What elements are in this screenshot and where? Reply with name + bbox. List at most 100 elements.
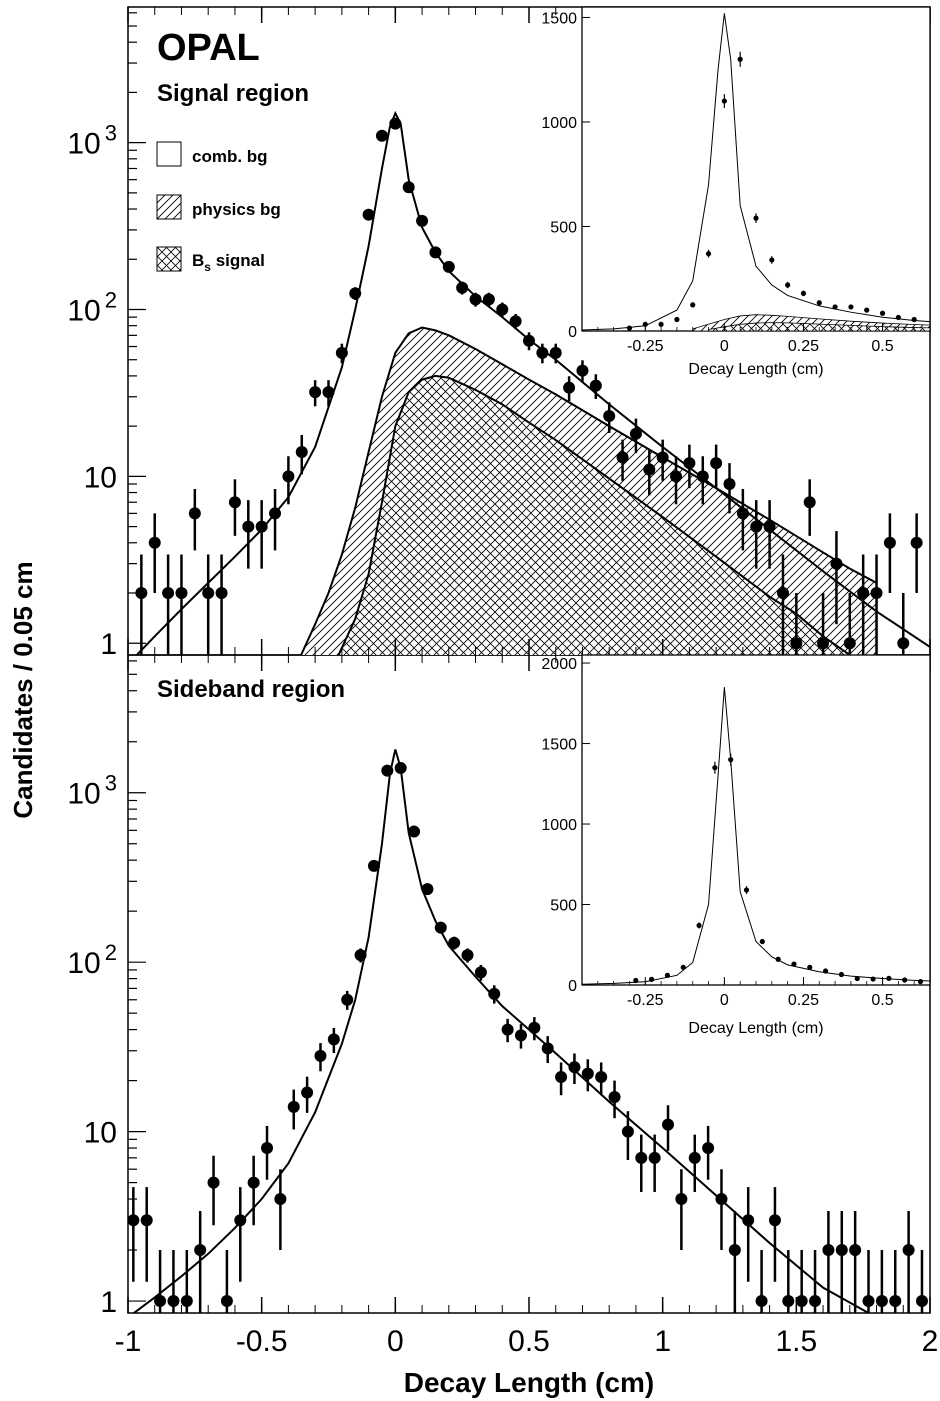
signal-inset-data-point (864, 307, 870, 313)
signal-data-point (255, 520, 268, 533)
inset-x-tick-label: 0.5 (871, 992, 893, 1009)
signal-data-point (683, 457, 696, 470)
sideband-data-point (568, 1061, 581, 1074)
sideband-data-point (514, 1029, 527, 1042)
sideband-data-point (688, 1151, 701, 1164)
sideband-data-point (862, 1295, 875, 1308)
signal-data-point (389, 117, 402, 130)
signal-inset-data-point (721, 98, 727, 104)
legend-label-comb: comb. bg (192, 147, 268, 166)
signal-data-point (830, 557, 843, 570)
sideband-inset-data-point (633, 977, 639, 984)
x-tick-label: 1 (654, 1325, 671, 1358)
signal-data-point (910, 536, 923, 549)
signal-data-point (269, 507, 282, 520)
signal-data-point (549, 346, 562, 359)
signal-inset-data-point (879, 310, 886, 316)
signal-inset-data-point (800, 290, 807, 296)
signal-region-title: Signal region (157, 80, 309, 107)
signal-data-point (870, 586, 883, 599)
y-tick-label: 10 2 (67, 288, 117, 328)
sideband-data-point (434, 921, 447, 934)
signal-data-point (416, 214, 429, 227)
signal-data-point (509, 315, 522, 328)
legend-label-bs: Bs signal (192, 251, 265, 274)
sideband-data-point (795, 1295, 808, 1308)
inset-x-axis-label: Decay Length (cm) (688, 1020, 823, 1037)
sideband-inset-data-point (902, 977, 908, 983)
signal-inset-data-point (895, 314, 901, 321)
inset-y-tick-label: 1000 (541, 115, 577, 132)
sideband-inset-data-point (838, 971, 845, 978)
signal-data-point (442, 260, 455, 273)
signal-data-point (536, 346, 549, 359)
inset-y-tick-label: 500 (550, 898, 577, 915)
signal-panel: 1 10 10 2 10 3 -0.25 0 0.25 0.5 0 500 1000 1500 Decay … (67, 6, 931, 661)
x-tick-label: 1.5 (775, 1325, 817, 1358)
signal-data-point (188, 507, 201, 520)
signal-data-point (148, 536, 161, 549)
signal-data-point (576, 364, 589, 377)
sideband-data-point (835, 1244, 848, 1257)
signal-data-point (402, 181, 415, 194)
signal-data-point (736, 507, 749, 520)
inset-y-tick-label: 1500 (541, 10, 577, 27)
inset-x-axis-label: Decay Length (cm) (688, 361, 823, 378)
sideband-data-point (274, 1193, 287, 1206)
sideband-data-point (768, 1214, 781, 1227)
sideband-data-point (621, 1125, 634, 1138)
sideband-inset-data-point (823, 968, 829, 974)
legend-label-physics: physics bg (192, 200, 281, 219)
sideband-region-title: Sideband region (157, 676, 345, 703)
signal-data-point (656, 451, 669, 464)
signal-data-point (776, 586, 789, 599)
sideband-data-point (140, 1214, 153, 1227)
signal-data-point (710, 457, 723, 470)
sideband-data-point (728, 1244, 741, 1257)
signal-inset-data-point (832, 304, 838, 310)
signal-data-point (817, 637, 830, 650)
inset-y-tick-label: 0 (568, 978, 577, 995)
sideband-data-point (822, 1244, 835, 1257)
signal-inset-data-point (705, 251, 712, 257)
signal-data-point (335, 346, 348, 359)
sideband-data-point (247, 1176, 260, 1189)
sideband-inset-data-point (870, 976, 876, 982)
sideband-data-point (207, 1176, 220, 1189)
sideband-data-point (555, 1071, 568, 1084)
sideband-data-point (381, 764, 394, 777)
sideband-data-point (581, 1067, 594, 1080)
sideband-inset-data-point (680, 964, 686, 970)
sideband-inset-data-point (759, 938, 765, 945)
signal-data-point (375, 129, 388, 142)
sideband-data-point (675, 1193, 688, 1206)
signal-inset-data-point (769, 257, 775, 263)
inset-x-tick-label: 0 (720, 992, 729, 1009)
x-tick-label: -1 (115, 1325, 142, 1358)
y-tick-label: 10 (84, 461, 117, 494)
sideband-inset-data-point (775, 956, 781, 962)
sideband-data-point (154, 1295, 167, 1308)
signal-data-point (589, 379, 602, 392)
sideband-inset-data-point (854, 975, 860, 982)
sideband-data-point (782, 1295, 795, 1308)
signal-data-point (456, 281, 469, 294)
x-tick-label: 2 (922, 1325, 939, 1358)
signal-inset-fit-curve (582, 13, 930, 331)
signal-data-point (643, 463, 656, 476)
sideband-data-point (902, 1244, 915, 1257)
signal-data-point (763, 520, 776, 533)
signal-inset-data-point (848, 304, 854, 310)
sideband-data-point (875, 1295, 888, 1308)
inset-y-tick-label: 1500 (541, 737, 577, 754)
sideband-inset-data-point (728, 757, 734, 763)
sideband-data-point (541, 1042, 554, 1055)
signal-fit-curve (135, 110, 930, 655)
signal-data-point (523, 334, 535, 347)
sideband-data-point (287, 1100, 300, 1113)
signal-data-point (897, 637, 910, 650)
sideband-inset-data-point (743, 887, 750, 893)
signal-data-point (616, 451, 629, 464)
sideband-data-point (488, 987, 501, 1000)
